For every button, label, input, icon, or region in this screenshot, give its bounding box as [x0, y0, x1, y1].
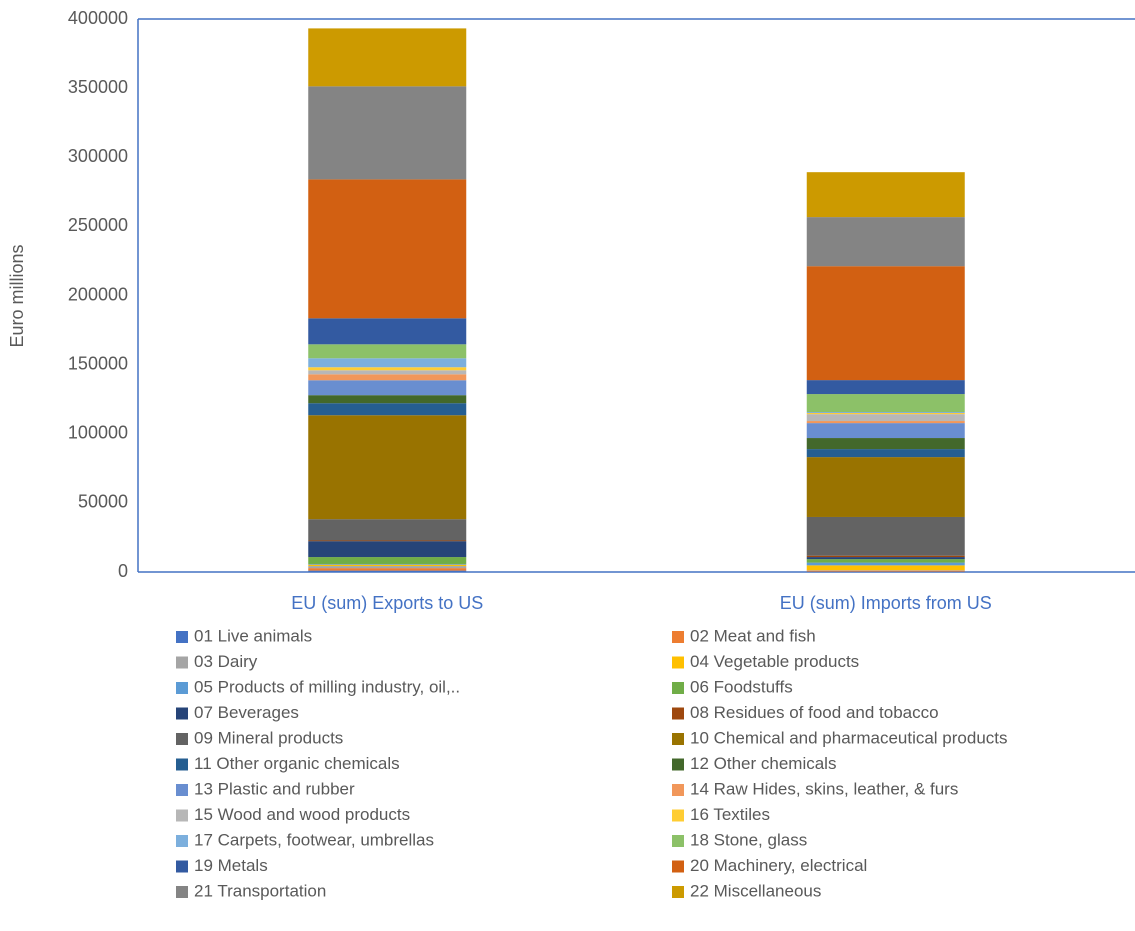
legend-label: 16 Textiles [690, 805, 770, 824]
legend-swatch [672, 656, 684, 669]
bar-segment [308, 374, 467, 381]
legend-label: 06 Foodstuffs [690, 677, 793, 696]
x-tick-label: EU (sum) Imports from US [780, 593, 992, 613]
bar-segment [308, 318, 467, 345]
bar-segment [308, 570, 467, 572]
legend-swatch [176, 860, 188, 873]
legend-swatch [176, 656, 188, 669]
legend-label: 12 Other chemicals [690, 754, 836, 773]
legend-label: 05 Products of milling industry, oil,.. [194, 677, 460, 696]
bar-segment [806, 413, 965, 415]
legend-label: 03 Dairy [194, 652, 258, 671]
legend-swatch [672, 707, 684, 720]
bar-segment [806, 421, 965, 424]
y-axis-label: Euro millions [7, 244, 27, 347]
bar-segment [308, 403, 467, 416]
bar-segment [806, 414, 965, 422]
legend-swatch [672, 758, 684, 771]
legend-label: 21 Transportation [194, 881, 326, 900]
bar-segment [806, 438, 965, 450]
legend-swatch [672, 886, 684, 898]
bar-segment [806, 457, 965, 517]
legend-label: 11 Other organic chemicals [194, 754, 400, 773]
bar-segment [806, 555, 965, 558]
legend-swatch [672, 809, 684, 822]
legend-label: 22 Miscellaneous [690, 881, 821, 900]
legend-swatch [176, 784, 188, 796]
legend-swatch [176, 835, 188, 847]
bar-segment [308, 557, 467, 564]
bar-segment [806, 217, 965, 267]
y-tick-label: 250000 [68, 215, 128, 235]
bar-segment [806, 516, 965, 556]
bar-segment [308, 415, 467, 520]
y-tick-label: 50000 [78, 492, 128, 512]
y-tick-label: 300000 [68, 146, 128, 166]
bar-segment [806, 412, 965, 414]
bar-segment [806, 449, 965, 458]
bar-segment [806, 423, 965, 439]
bar-segment [308, 563, 467, 565]
bar-segment [806, 172, 965, 218]
legend-label: 17 Carpets, footwear, umbrellas [194, 830, 434, 849]
legend-swatch [176, 758, 188, 771]
legend-swatch [672, 733, 684, 745]
bar-segment [308, 358, 467, 368]
bar-segment [308, 380, 467, 396]
y-tick-label: 150000 [68, 353, 128, 373]
legend-label: 04 Vegetable products [690, 652, 859, 671]
y-tick-label: 200000 [68, 284, 128, 304]
legend-label: 01 Live animals [194, 626, 312, 645]
legend-label: 15 Wood and wood products [194, 805, 410, 824]
legend-label: 18 Stone, glass [690, 830, 807, 849]
x-tick-label: EU (sum) Exports to US [291, 593, 483, 613]
y-tick-label: 0 [118, 561, 128, 581]
y-tick-label: 100000 [68, 423, 128, 443]
bar-segment [308, 564, 467, 567]
bar-segment [806, 394, 965, 413]
bar-segment [308, 519, 467, 541]
bar-segment [806, 570, 965, 572]
legend-swatch [672, 631, 684, 643]
bar-segment [308, 568, 467, 571]
legend-label: 10 Chemical and pharmaceutical products [690, 728, 1008, 747]
bar-segment [308, 566, 467, 569]
legend-swatch [672, 860, 684, 873]
bar-segment [308, 179, 467, 319]
bar-segment [308, 86, 467, 180]
legend-swatch [176, 886, 188, 898]
bar-segment [308, 395, 467, 404]
legend-label: 08 Residues of food and tobacco [690, 703, 939, 722]
bar-segment [308, 28, 467, 87]
y-tick-label: 400000 [68, 8, 128, 28]
legend-swatch [176, 707, 188, 720]
legend-swatch [672, 784, 684, 796]
legend-label: 19 Metals [194, 856, 268, 875]
legend-swatch [672, 682, 684, 694]
y-tick-label: 350000 [68, 77, 128, 97]
bar-segment [806, 559, 965, 563]
legend-label: 02 Meat and fish [690, 626, 816, 645]
bar-segment [806, 266, 965, 381]
bar-segment [806, 380, 965, 395]
bar-segment [308, 370, 467, 375]
bar-segment [806, 557, 965, 560]
bar-segment [308, 367, 467, 371]
legend-label: 07 Beverages [194, 703, 299, 722]
bar-segment [308, 344, 467, 359]
bar-segment [806, 562, 965, 566]
bar-segment [308, 540, 467, 542]
legend-label: 20 Machinery, electrical [690, 856, 867, 875]
legend-swatch [176, 733, 188, 745]
bar-segment [806, 565, 965, 571]
legend-swatch [672, 835, 684, 847]
legend-swatch [176, 682, 188, 694]
bar-segment [308, 541, 467, 558]
legend-swatch [176, 809, 188, 822]
legend-swatch [176, 631, 188, 643]
legend-label: 09 Mineral products [194, 728, 343, 747]
legend-label: 13 Plastic and rubber [194, 779, 355, 798]
legend-label: 14 Raw Hides, skins, leather, & furs [690, 779, 958, 798]
